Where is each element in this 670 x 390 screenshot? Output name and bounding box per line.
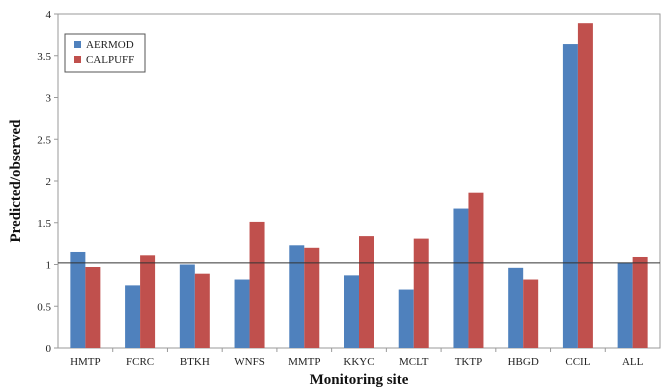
x-axis-title: Monitoring site [310,372,409,388]
legend-label-calpuff: CALPUFF [86,54,134,66]
bar-aermod-wnfs [234,279,250,348]
legend-box [64,33,146,73]
legend-swatch-aermod [74,41,81,48]
x-tick-label: KKYC [343,356,374,368]
bar-calpuff-wnfs [249,221,265,348]
x-tick-label: HBGD [508,356,539,368]
x-tick-label: MCLT [399,356,429,368]
legend-label-aermod: AERMOD [86,39,134,51]
x-tick-label: FCRC [126,356,154,368]
bar-calpuff-tktp [468,192,484,348]
x-tick-label: TKTP [455,356,483,368]
bar-calpuff-hmtp [85,267,101,348]
x-tick-label: ALL [622,356,644,368]
y-tick-label: 0 [46,343,52,355]
bar-calpuff-all [632,256,648,348]
y-tick-label: 2 [46,176,52,188]
y-axis-title: Predicted/observed [8,119,24,243]
x-tick-label: WNFS [234,356,265,368]
bar-calpuff-mclt [413,238,429,348]
x-tick-label: CCIL [565,356,590,368]
bar-aermod-kkyc [344,275,359,348]
y-tick-label: 3 [46,93,52,105]
bar-aermod-ccil [562,44,578,349]
x-tick-label: HMTP [70,356,101,368]
legend: AERMOD CALPUFF [64,33,146,73]
y-tick-label: 2.5 [37,134,51,146]
bar-calpuff-btkh [194,273,210,348]
bar-aermod-tktp [453,208,469,348]
x-tick-label: MMTP [288,356,320,368]
y-tick-label: 1.5 [37,218,51,230]
legend-swatch-calpuff [74,56,81,63]
bar-aermod-hbgd [508,267,524,348]
y-tick-label: 0.5 [37,301,51,313]
y-tick-label: 1 [46,260,52,272]
y-tick-label: 4 [46,9,52,21]
bar-calpuff-kkyc [359,236,374,348]
bar-aermod-btkh [179,264,195,348]
bar-series [70,23,648,349]
x-axis-ticks: HMTP FCRC BTKH WNFS MMTP KKYC MCLT TKTP HBGD CCIL… [70,348,644,368]
y-axis-ticks: 0 0.5 1 1.5 2 2.5 3 3.5 4 [37,9,58,355]
bar-aermod-mclt [398,289,414,348]
bar-aermod-mmtp [289,245,305,348]
bar-aermod-all [617,262,633,348]
bar-calpuff-fcrc [140,255,156,348]
x-tick-label: BTKH [180,356,210,368]
y-tick-label: 3.5 [37,51,51,63]
bar-calpuff-hbgd [523,279,539,348]
bar-calpuff-ccil [577,23,593,349]
bar-calpuff-mmtp [304,247,320,348]
bar-aermod-fcrc [125,285,141,348]
bar-aermod-hmtp [70,251,86,348]
